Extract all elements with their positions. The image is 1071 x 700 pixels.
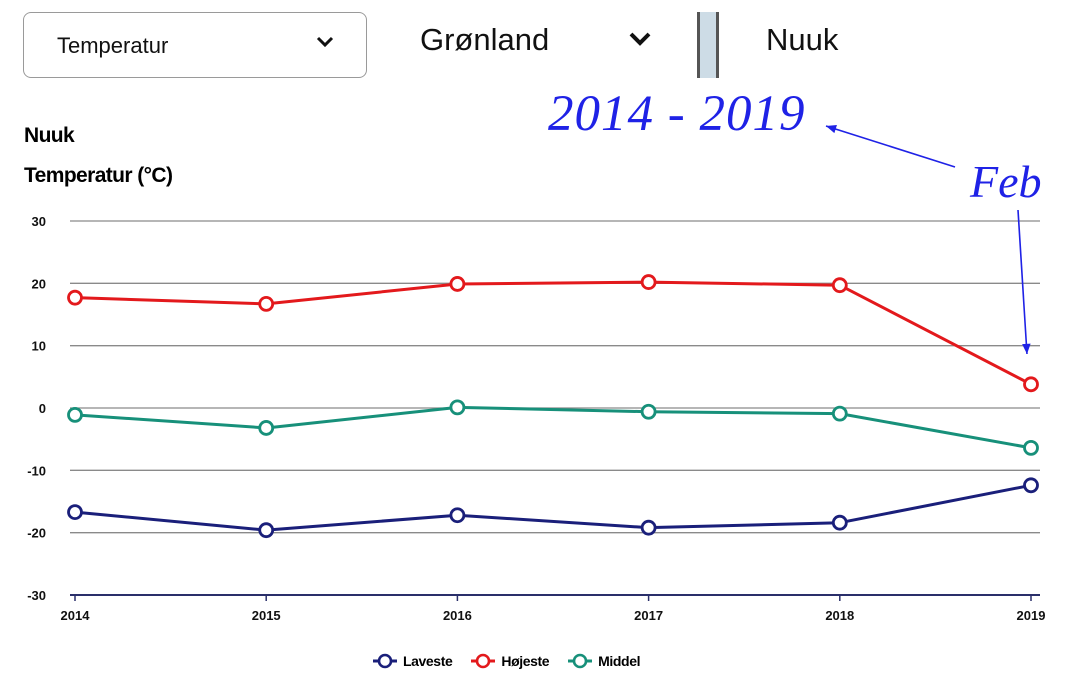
data-point[interactable] [449,399,466,416]
y-tick-label: -10 [27,463,46,478]
data-point[interactable] [831,514,848,531]
legend-marker-icon [471,653,496,669]
x-tick-label: 2017 [634,608,663,623]
legend-marker-icon [568,653,593,669]
annotation-arrow-point [1017,209,1031,355]
legend-item[interactable]: Middel [567,653,640,669]
x-tick-label: 2015 [252,608,281,623]
data-point[interactable] [258,420,275,436]
data-point[interactable] [67,504,83,520]
chart-subtitle: Temperatur (°C) [24,164,173,187]
data-point[interactable] [1023,439,1039,456]
city-label: Nuuk [766,22,839,57]
measure-select[interactable]: Temperatur [23,12,367,78]
chart-legend: Laveste Højeste Middel [372,649,640,673]
data-point[interactable] [831,277,848,294]
legend-marker-icon [373,653,397,669]
x-tick-label: 2018 [825,608,854,623]
x-tick-label: 2016 [443,608,472,623]
y-tick-label: -20 [27,526,46,541]
divider [697,12,719,78]
chevron-down-icon [316,36,334,48]
series-line [74,405,1032,450]
measure-select-value: Temperatur [57,33,169,58]
y-tick-label: 0 [39,401,46,416]
series-line [74,280,1032,386]
y-tick-label: 30 [32,214,46,229]
legend-item[interactable]: Højeste [470,653,550,669]
y-tick-label: 10 [32,339,46,354]
data-point[interactable] [831,405,848,422]
legend-label: Højeste [501,653,550,669]
data-point[interactable] [258,296,275,312]
legend-label: Laveste [403,653,453,669]
country-select-value: Grønland [420,22,550,57]
chevron-down-icon [629,32,651,46]
handwritten-month-note: Feb [970,156,1042,207]
data-point[interactable] [640,519,657,536]
data-point[interactable] [258,522,275,539]
data-point[interactable] [1023,477,1039,494]
data-point[interactable] [449,507,466,524]
y-tick-label: -30 [27,588,46,603]
series-line [74,483,1032,532]
x-tick-label: 2019 [1017,608,1046,623]
data-point[interactable] [67,289,83,306]
data-point[interactable] [640,403,657,420]
handwritten-years-note: 2014 - 2019 [548,86,806,142]
legend-item[interactable]: Laveste [372,653,453,669]
data-point[interactable] [1023,376,1039,393]
chart-title: Nuuk [24,124,75,147]
x-tick-label: 2014 [61,608,91,623]
legend-label: Middel [598,653,641,669]
annotation-arrow-years [825,124,956,168]
data-point[interactable] [67,406,83,423]
y-tick-label: 20 [32,276,46,291]
data-point[interactable] [449,276,466,292]
data-point[interactable] [640,274,657,290]
